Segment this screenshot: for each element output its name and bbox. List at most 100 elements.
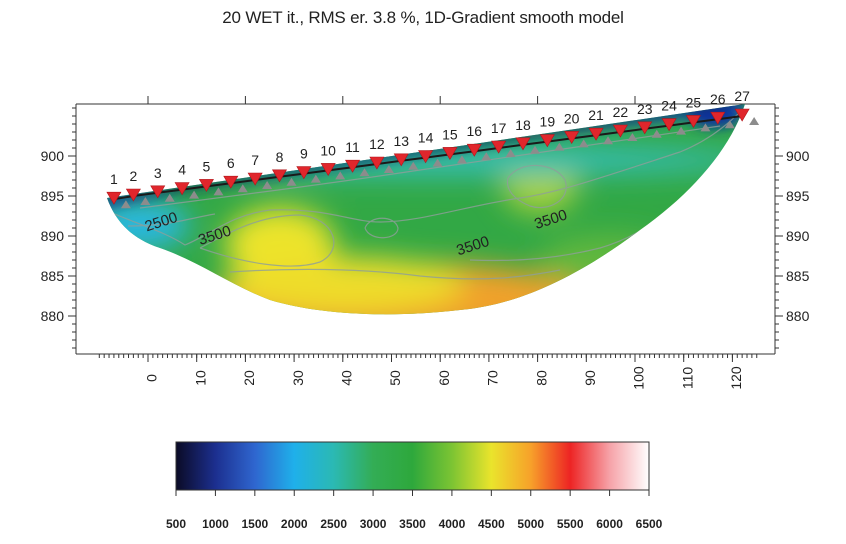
- receiver-marker: [359, 168, 370, 177]
- geophone-label: 13: [393, 133, 409, 149]
- geophone-label: 8: [276, 149, 284, 165]
- geophone-marker: [174, 182, 190, 196]
- receiver-marker: [578, 139, 589, 148]
- colorbar-tick-label: 4500: [478, 517, 505, 531]
- geophone-label: 19: [540, 114, 556, 130]
- x-tick-label: 40: [339, 370, 355, 386]
- colorbar-ticks: 500 1000 1500 2000 2500 3000 3500 4000 4500 5000 5…: [166, 490, 663, 531]
- receiver-marker: [724, 120, 735, 129]
- geophone-label: 22: [613, 104, 629, 120]
- colorbar-tick-label: 4000: [439, 517, 466, 531]
- colorbar: 500 1000 1500 2000 2500 3000 3500 4000 4500 5000 5…: [166, 441, 663, 531]
- receiver-marker: [408, 161, 419, 170]
- geophone-marker: [515, 137, 531, 151]
- x-tick-label: 80: [533, 370, 549, 386]
- geophone-label: 14: [418, 130, 434, 146]
- geophone-marker: [539, 134, 555, 148]
- geophone-label: 11: [345, 139, 360, 155]
- geophone-label: 3: [154, 165, 162, 181]
- geophone-label: 10: [320, 142, 336, 158]
- geophone-label: 18: [515, 117, 531, 133]
- x-tick-label: 60: [436, 370, 452, 386]
- geophone-label: 9: [300, 146, 308, 162]
- colorbar-tick-label: 5500: [557, 517, 584, 531]
- colorbar-gradient-bar: [175, 441, 650, 491]
- receiver-marker: [603, 136, 614, 145]
- receiver-marker: [120, 200, 131, 209]
- geophone-marker: [125, 188, 141, 202]
- receiver-marker: [335, 171, 346, 180]
- geophone-label: 4: [178, 162, 186, 178]
- geophone-marker: [466, 143, 482, 157]
- x-tick-label: 0: [144, 374, 160, 382]
- geophone-label: 7: [251, 152, 259, 168]
- colorbar-tick-label: 2500: [320, 517, 347, 531]
- geophone-marker: [198, 179, 214, 192]
- geophone-label: 20: [564, 110, 580, 126]
- geophone-marker: [247, 172, 263, 186]
- y-tick-label-left: 900: [41, 148, 65, 164]
- receiver-marker: [310, 174, 321, 183]
- geophone-marker: [150, 185, 166, 199]
- colorbar-tick-label: 1000: [202, 517, 229, 531]
- geophone-label: 16: [467, 123, 483, 139]
- geophone-label: 23: [637, 101, 653, 117]
- receiver-marker: [432, 158, 443, 167]
- receiver-marker: [237, 184, 248, 193]
- y-tick-label-right: 880: [786, 308, 810, 324]
- y-tick-label-left: 895: [41, 188, 65, 204]
- receiver-marker: [676, 126, 687, 135]
- geophone-marker: [637, 121, 653, 135]
- receiver-marker: [383, 165, 394, 173]
- x-tick-label: 110: [679, 367, 695, 390]
- receiver-marker: [286, 177, 297, 186]
- geophone-markers: 1 2 3 4 5 6 7 8 9 10 11 12 13 14 15 16 17 18 19 20 21 22 23 24 2…: [106, 88, 760, 209]
- geophone-label: 2: [129, 168, 137, 184]
- x-tick-label: 10: [192, 370, 208, 386]
- y-tick-label-right: 890: [786, 228, 810, 244]
- colorbar-tick-label: 5000: [517, 517, 544, 531]
- geophone-marker: [345, 159, 361, 173]
- geophone-marker: [442, 147, 458, 160]
- receiver-marker: [189, 190, 200, 199]
- receiver-marker: [627, 133, 638, 141]
- colorbar-tick-label: 3000: [360, 517, 387, 531]
- geophone-marker: [320, 163, 336, 176]
- receiver-marker: [213, 187, 224, 196]
- colorbar-tick-label: 1500: [241, 517, 268, 531]
- x-tick-label: 70: [485, 370, 501, 386]
- geophone-label: 17: [491, 120, 507, 136]
- colorbar-tick-label: 3500: [399, 517, 426, 531]
- geophone-label: 1: [110, 171, 118, 187]
- geophone-label: 21: [588, 107, 604, 123]
- receiver-marker: [456, 155, 467, 164]
- y-tick-label-right: 885: [786, 268, 810, 284]
- receiver-marker: [554, 142, 565, 151]
- colorbar-tick-label: 500: [166, 517, 186, 531]
- y-tick-label-left: 880: [41, 308, 65, 324]
- chart-title: 20 WET it., RMS er. 3.8 %, 1D-Gradient s…: [222, 8, 624, 27]
- geophone-marker: [271, 169, 288, 183]
- receiver-marker: [651, 129, 662, 138]
- receiver-marker: [749, 117, 760, 125]
- geophone-label: 25: [686, 94, 702, 110]
- receiver-marker: [505, 149, 516, 157]
- geophone-label: 15: [442, 126, 458, 142]
- x-tick-label: 120: [728, 366, 744, 390]
- geophone-marker: [734, 108, 750, 122]
- receiver-marker: [164, 193, 175, 202]
- y-tick-label-left: 885: [41, 268, 65, 284]
- geophone-label: 12: [369, 136, 385, 152]
- x-tick-label: 90: [582, 370, 598, 386]
- colorbar-tick-label: 2000: [281, 517, 308, 531]
- receiver-marker: [140, 197, 151, 205]
- geophone-marker: [106, 191, 122, 205]
- geophone-marker: [369, 156, 385, 170]
- geophone-marker: [612, 124, 628, 138]
- colorbar-tick-label: 6500: [636, 517, 663, 531]
- y-tick-label-right: 895: [786, 188, 810, 204]
- geophone-label: 24: [661, 98, 677, 114]
- x-tick-label: 50: [387, 370, 403, 386]
- x-tick-label: 20: [241, 370, 257, 386]
